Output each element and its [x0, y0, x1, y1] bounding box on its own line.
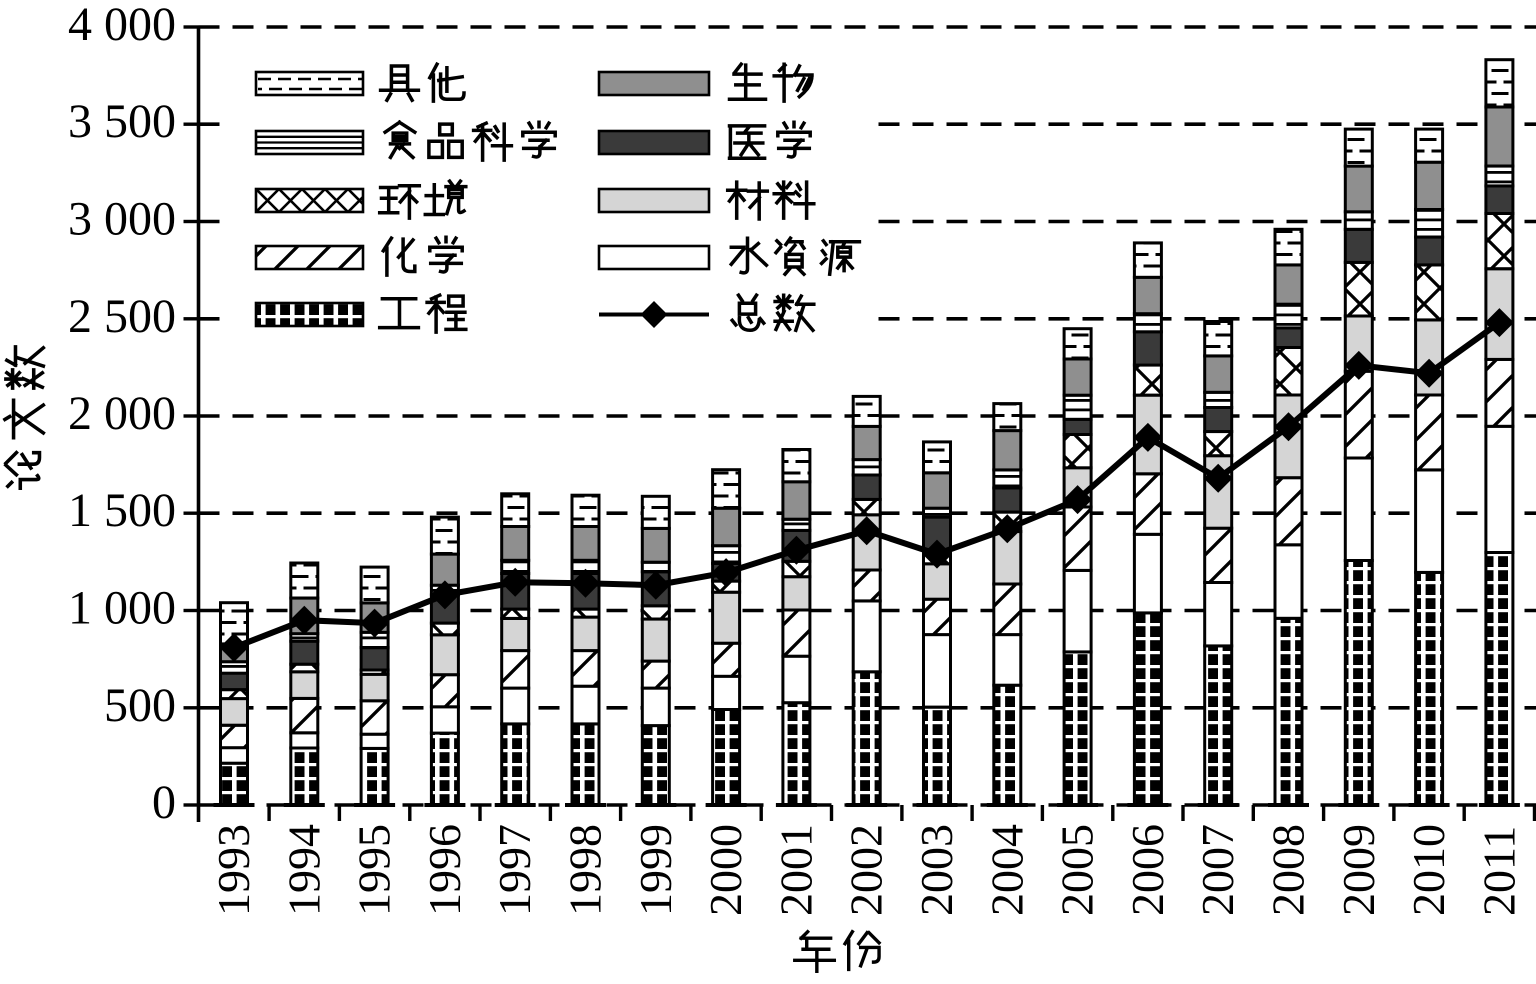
svg-text:2000: 2000: [700, 824, 751, 916]
svg-text:1 500: 1 500: [68, 484, 176, 537]
svg-text:1996: 1996: [419, 824, 470, 916]
svg-text:2011: 2011: [1473, 826, 1524, 916]
svg-text:0: 0: [152, 776, 176, 829]
svg-text:3 500: 3 500: [68, 95, 176, 148]
svg-text:1 000: 1 000: [68, 582, 176, 635]
svg-text:2001: 2001: [770, 824, 821, 916]
svg-text:1994: 1994: [278, 824, 329, 916]
svg-text:2010: 2010: [1403, 824, 1454, 916]
svg-text:1995: 1995: [349, 824, 400, 916]
svg-text:2009: 2009: [1333, 824, 1384, 916]
svg-text:2002: 2002: [841, 824, 892, 916]
svg-text:3 000: 3 000: [68, 193, 176, 246]
svg-text:1993: 1993: [208, 824, 259, 916]
svg-text:2005: 2005: [1052, 824, 1103, 916]
svg-text:2003: 2003: [911, 824, 962, 916]
svg-text:2006: 2006: [1122, 824, 1173, 916]
svg-text:4 000: 4 000: [68, 0, 176, 51]
svg-text:1999: 1999: [630, 824, 681, 916]
svg-text:500: 500: [104, 679, 176, 732]
svg-text:1997: 1997: [489, 824, 540, 916]
svg-text:2008: 2008: [1263, 824, 1314, 916]
svg-text:1998: 1998: [560, 824, 611, 916]
svg-text:2 500: 2 500: [68, 290, 176, 343]
svg-text:2007: 2007: [1192, 824, 1243, 916]
svg-text:2004: 2004: [981, 824, 1032, 916]
svg-text:2 000: 2 000: [68, 387, 176, 440]
